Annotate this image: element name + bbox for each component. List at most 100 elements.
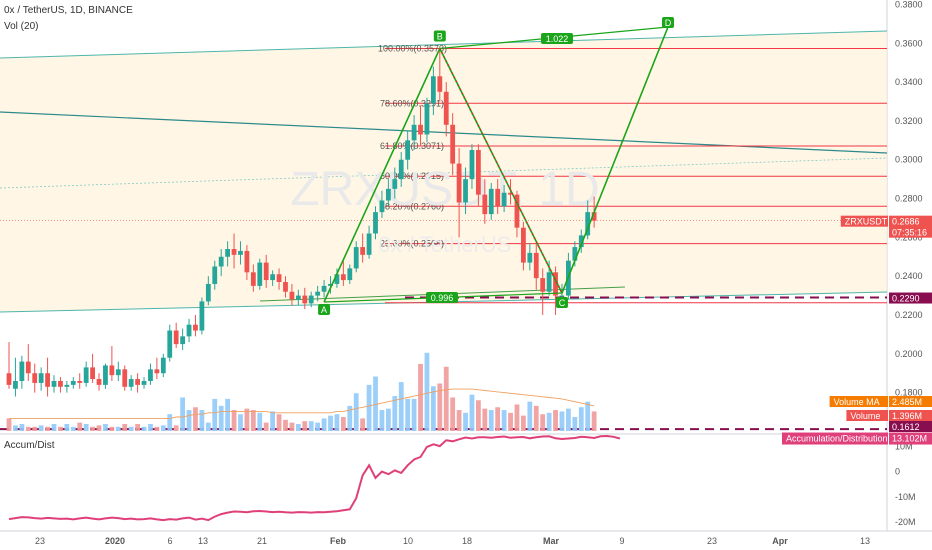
volume-bar	[353, 393, 359, 431]
pattern-point-a: A	[318, 304, 331, 315]
pattern-ratio-label: 1.022	[546, 34, 569, 44]
candle-body	[418, 124, 423, 135]
price-badge: 0.1612	[889, 421, 932, 432]
time-tick-label: 6	[167, 536, 172, 546]
watermark-subtitle: 0x / TetherUS	[379, 232, 512, 257]
candle-body	[13, 380, 18, 389]
volume-bar	[276, 414, 282, 431]
pattern-dotted-line	[439, 48, 563, 294]
volume-bar	[51, 424, 57, 431]
volume-bar	[501, 410, 507, 431]
candle-body	[283, 282, 288, 292]
candle-body	[186, 324, 192, 337]
volume-bar	[334, 414, 340, 431]
price-tick-label: 0.3000	[895, 155, 923, 165]
candle-body	[19, 361, 25, 381]
candle-body	[488, 188, 494, 215]
volume-bar	[379, 410, 385, 431]
volume-bar	[546, 412, 552, 431]
volume-bar	[19, 424, 25, 431]
price-badge-value: 0.2290	[892, 294, 920, 304]
price-tick-label: 0.2200	[895, 310, 923, 320]
candle-body	[193, 324, 198, 331]
volume-bar	[244, 408, 250, 431]
price-badge: 2.485M Volume MA	[829, 396, 932, 407]
price-badge-label: ZRXUSDT	[845, 217, 888, 227]
candle-body	[276, 274, 282, 283]
volume-bar	[295, 424, 301, 431]
candle-body	[392, 179, 398, 189]
fib-level-label: 78.60%(0.3291)	[380, 98, 444, 108]
candle-body	[32, 373, 38, 383]
candle-body	[308, 295, 314, 304]
time-tick-label: Feb	[330, 536, 347, 546]
pattern-ratio-box	[426, 292, 458, 303]
volume-bar	[553, 410, 558, 431]
time-tick-label: 2020	[105, 536, 125, 546]
candle-body	[411, 124, 417, 141]
volume-bar	[193, 407, 198, 431]
candle-body	[430, 76, 436, 104]
channel-fill	[0, 31, 887, 312]
candle-body	[353, 247, 359, 269]
volume-bar	[578, 407, 584, 431]
candle-body	[180, 336, 186, 345]
volume-bar	[469, 394, 475, 431]
candle-body	[38, 373, 44, 383]
accum-dist-value: 13.102M	[892, 434, 927, 444]
channel-upper-line	[0, 30, 888, 59]
volume-bar	[225, 398, 231, 431]
time-tick-label: 9	[619, 536, 624, 546]
volume-indicator-label[interactable]: Vol (20)	[4, 21, 39, 32]
candle-body	[450, 124, 456, 164]
volume-bar	[96, 425, 102, 431]
candle-body	[585, 212, 591, 236]
volume-bar	[527, 401, 533, 431]
candle-body	[302, 295, 308, 304]
volume-bar	[289, 422, 295, 431]
volume-bar	[566, 408, 571, 431]
fib-level-label: 38.20%(0.2760)	[380, 201, 444, 211]
volume-bar	[58, 426, 63, 431]
price-badge-value-box	[889, 292, 932, 304]
candle-body	[347, 268, 353, 281]
accum-dist-label[interactable]: Accum/Dist	[4, 440, 55, 451]
volume-bar	[186, 410, 192, 431]
price-badge-value: 2.485M	[892, 397, 922, 407]
symbol-header[interactable]: 0x / TetherUS, 1D, BINANCE	[4, 5, 133, 16]
candle-body	[578, 235, 584, 248]
pattern-point-label: C	[559, 298, 566, 308]
accum-dist-name-box	[782, 432, 888, 445]
candle-body	[328, 283, 333, 286]
candle-body	[103, 365, 108, 385]
candle-body	[572, 247, 578, 261]
volume-bar	[160, 425, 166, 431]
harmonic-pattern-line	[323, 26, 669, 303]
volume-bar	[559, 411, 565, 431]
price-badge-label-box	[829, 396, 888, 407]
candle-body	[295, 295, 301, 300]
candle-body	[559, 295, 565, 297]
price-badge: 1.396M Volume	[846, 410, 932, 421]
price-tick-label: 0.3800	[895, 0, 923, 9]
volume-bar	[270, 411, 276, 431]
fib-level-label: 23.60%(0.2568)	[380, 239, 444, 249]
price-tick-label: 0.3600	[895, 38, 923, 48]
candle-body	[83, 367, 89, 383]
candle-body	[482, 194, 488, 215]
price-badge-value-box	[889, 421, 932, 432]
candle-body	[58, 380, 63, 387]
candle-body	[205, 283, 211, 302]
time-tick-label: 10	[403, 536, 413, 546]
fib-level-label: 100.00%(0.3573)	[378, 44, 447, 54]
candle-body	[591, 212, 597, 221]
candle-body	[173, 330, 179, 345]
volume-bar	[122, 424, 128, 431]
volume-bar	[405, 398, 411, 431]
volume-bar	[437, 383, 443, 431]
volume-bar	[443, 366, 449, 431]
candle-body	[64, 384, 70, 387]
pattern-point-box	[318, 304, 331, 315]
